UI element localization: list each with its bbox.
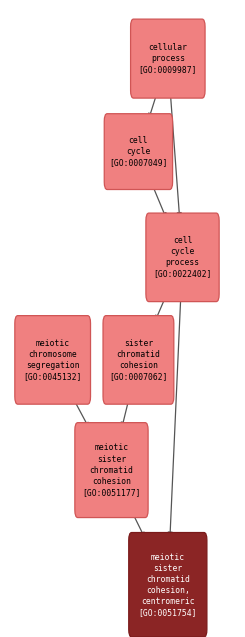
FancyBboxPatch shape	[146, 213, 219, 302]
FancyBboxPatch shape	[103, 316, 174, 404]
Text: cell
cycle
process
[GO:0022402]: cell cycle process [GO:0022402]	[153, 236, 212, 278]
FancyBboxPatch shape	[131, 19, 205, 98]
Text: sister
chromatid
cohesion
[GO:0007062]: sister chromatid cohesion [GO:0007062]	[109, 339, 168, 381]
Text: meiotic
chromosome
segregation
[GO:0045132]: meiotic chromosome segregation [GO:00451…	[24, 339, 82, 381]
Text: meiotic
sister
chromatid
cohesion
[GO:0051177]: meiotic sister chromatid cohesion [GO:00…	[82, 443, 141, 497]
FancyBboxPatch shape	[15, 316, 91, 404]
Text: cell
cycle
[GO:0007049]: cell cycle [GO:0007049]	[109, 136, 168, 167]
FancyBboxPatch shape	[129, 533, 207, 637]
Text: cellular
process
[GO:0009987]: cellular process [GO:0009987]	[139, 43, 197, 74]
FancyBboxPatch shape	[75, 423, 148, 517]
FancyBboxPatch shape	[104, 113, 172, 190]
Text: meiotic
sister
chromatid
cohesion,
centromeric
[GO:0051754]: meiotic sister chromatid cohesion, centr…	[139, 552, 197, 617]
